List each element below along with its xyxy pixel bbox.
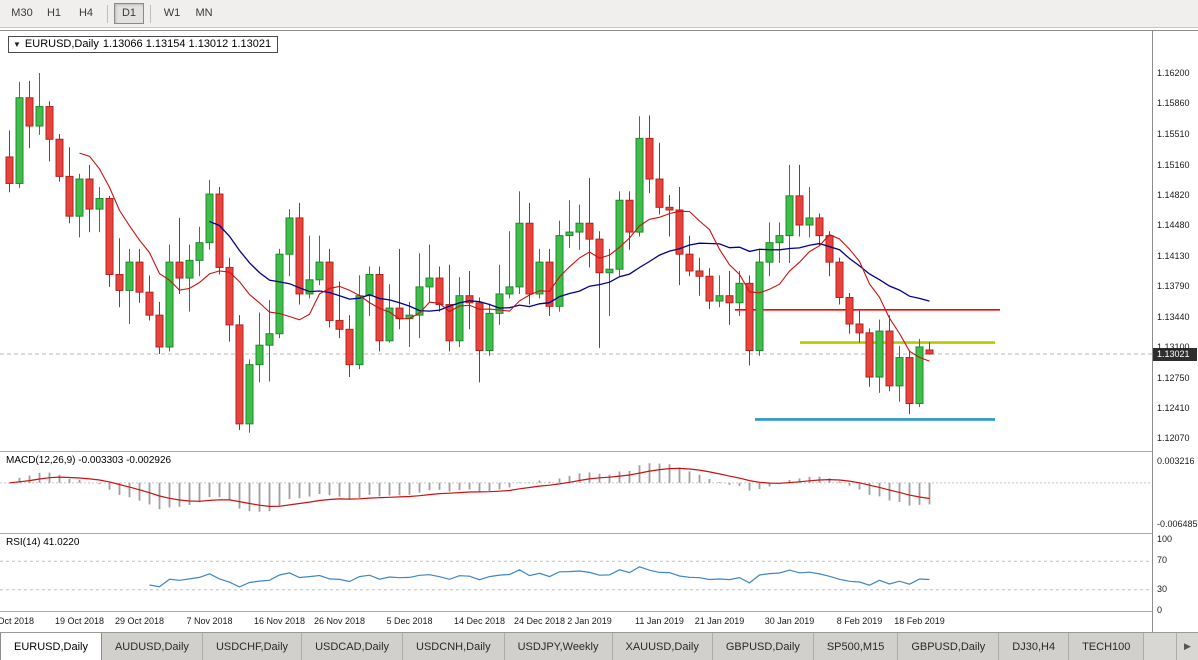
chart-tab-usdcad-daily[interactable]: USDCAD,Daily	[302, 633, 404, 660]
price-axis-label: 1.15510	[1157, 128, 1190, 139]
date-axis-label: 19 Oct 2018	[54, 616, 105, 626]
rsi-canvas[interactable]	[0, 534, 1152, 611]
chart-window: ▼ EURUSD,Daily 1.13066 1.13154 1.13012 1…	[0, 30, 1198, 633]
rsi-axis-label: 0	[1157, 605, 1163, 615]
price-axis-label: 1.13790	[1157, 280, 1190, 291]
date-axis-label: 8 Feb 2019	[836, 616, 883, 626]
rsi-axis-label: 100	[1157, 534, 1173, 544]
candles-layer	[5, 72, 934, 433]
rsi-axis-label: 30	[1157, 583, 1168, 594]
date-axis-label: 21 Jan 2019	[694, 616, 745, 626]
price-axis[interactable]: 1.13021 1.16200 1.15860 1.15510 1.15160 1.14…	[1152, 31, 1198, 633]
price-axis-label: 1.15860	[1157, 98, 1190, 109]
current-price-badge: 1.13021	[1153, 347, 1197, 361]
date-axis-label: 14 Dec 2018	[453, 616, 506, 626]
chart-tab-usdjpy-weekly[interactable]: USDJPY,Weekly	[504, 633, 613, 660]
date-axis-label: 18 Feb 2019	[894, 616, 945, 626]
price-axis-label: 1.12070	[1157, 433, 1190, 443]
date-axis-label: 7 Nov 2018	[186, 616, 233, 626]
chart-title-ohlc: 1.13066 1.13154 1.13012 1.13021	[102, 38, 272, 50]
timeframe-button-d1[interactable]: D1	[114, 3, 144, 24]
price-axis-label: 1.14130	[1157, 250, 1190, 261]
date-axis-label: 5 Dec 2018	[386, 616, 433, 626]
collapse-icon[interactable]: ▼	[13, 39, 21, 49]
timeframe-button-m30[interactable]: M30	[11, 7, 33, 19]
date-axis-label: 16 Nov 2018	[253, 616, 306, 626]
chart-tab-tech100[interactable]: TECH100	[1069, 633, 1145, 660]
macd-canvas[interactable]	[0, 452, 1152, 533]
rsi-label: RSI(14) 41.0220	[6, 537, 80, 548]
chart-tab-usdcnh-daily[interactable]: USDCNH,Daily	[403, 633, 505, 660]
tab-scroll-right-icon[interactable]: ▶	[1176, 633, 1198, 660]
chart-tab-sp500-m15[interactable]: SP500,M15	[813, 633, 899, 660]
chart-tabbar: EURUSD,Daily AUDUSD,Daily USDCHF,Daily USDC…	[0, 632, 1198, 660]
timeframe-button-h4[interactable]: H4	[78, 7, 94, 19]
toolbar-separator	[107, 4, 108, 23]
chart-title: ▼ EURUSD,Daily 1.13066 1.13154 1.13012 1…	[8, 36, 279, 53]
price-axis-label: 1.12750	[1157, 372, 1190, 383]
timeframe-button-w1[interactable]: W1	[163, 7, 181, 19]
timeframe-toolbar: M30 H1 H4 D1 W1 MN	[0, 0, 1198, 28]
date-axis[interactable]: 10 Oct 2018 19 Oct 2018 29 Oct 2018 7 Nov 2…	[0, 611, 1152, 633]
chart-tab-usdchf-daily[interactable]: USDCHF,Daily	[202, 633, 303, 660]
date-axis-label: 2 Jan 2019	[567, 616, 612, 626]
price-axis-label: 1.13440	[1157, 311, 1190, 322]
chart-tab-eurusd-daily[interactable]: EURUSD,Daily	[0, 633, 102, 660]
timeframe-button-h1[interactable]: H1	[46, 7, 62, 19]
date-axis-label: 30 Jan 2019	[764, 616, 815, 626]
price-axis-label: 1.15160	[1157, 159, 1190, 170]
price-axis-label: 1.16200	[1157, 67, 1190, 78]
price-axis-label: 1.13100	[1157, 341, 1190, 352]
date-axis-label: 26 Nov 2018	[313, 616, 366, 626]
rsi-axis-label: 70	[1157, 555, 1168, 566]
toolbar-separator	[150, 4, 151, 23]
price-chart-panel[interactable]: ▼ EURUSD,Daily 1.13066 1.13154 1.13012 1…	[0, 31, 1152, 451]
date-axis-label: 11 Jan 2019	[635, 616, 684, 626]
timeframe-button-mn[interactable]: MN	[195, 7, 213, 19]
chart-tab-dj30-h4[interactable]: DJ30,H4	[999, 633, 1070, 660]
macd-label: MACD(12,26,9) -0.003303 -0.002926	[6, 455, 172, 466]
date-axis-label: 29 Oct 2018	[114, 616, 165, 626]
chart-tab-xauusd-daily[interactable]: XAUUSD,Daily	[612, 633, 713, 660]
price-axis-label: 1.14480	[1157, 220, 1190, 230]
chart-title-symbol: EURUSD,Daily	[24, 38, 99, 50]
price-axis-label: 1.14820	[1157, 189, 1190, 200]
chart-tab-gbpusd-daily[interactable]: GBPUSD,Daily	[898, 633, 1000, 660]
chart-tab-gbpusd-daily[interactable]: GBPUSD,Daily	[712, 633, 814, 660]
macd-axis-label: 0.003216	[1157, 455, 1195, 466]
macd-panel[interactable]: MACD(12,26,9) -0.003303 -0.002926	[0, 451, 1152, 533]
price-axis-label: 1.12410	[1157, 402, 1190, 413]
macd-axis-label: -0.006485	[1157, 519, 1198, 530]
chart-tab-audusd-daily[interactable]: AUDUSD,Daily	[101, 633, 203, 660]
date-axis-label: 10 Oct 2018	[0, 616, 35, 626]
price-chart-canvas[interactable]	[0, 31, 1152, 451]
rsi-panel[interactable]: RSI(14) 41.0220	[0, 533, 1152, 611]
date-axis-label: 24 Dec 2018	[513, 616, 566, 626]
